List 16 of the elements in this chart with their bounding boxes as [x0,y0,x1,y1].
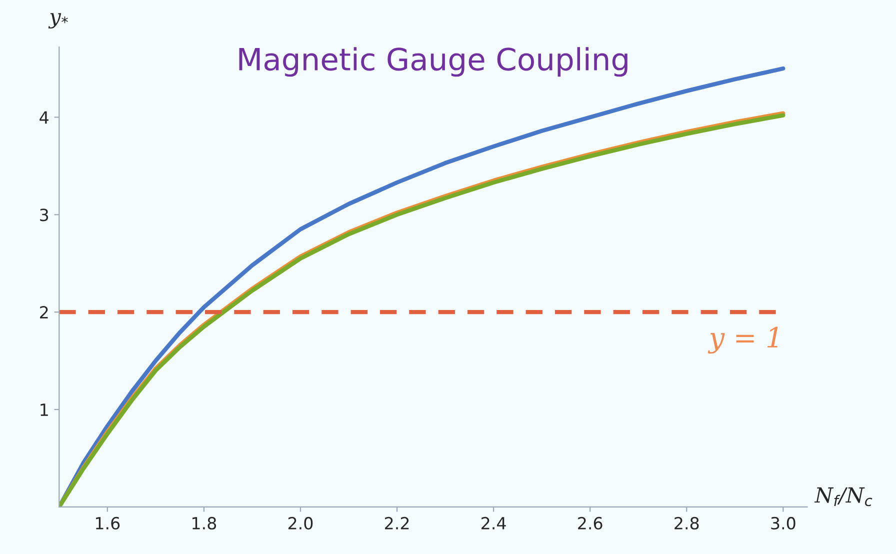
y-tick-label: 4 [40,111,48,124]
x-tick-label: 3.0 [771,516,796,530]
y-tick-label: 2 [40,306,48,318]
x-axis-title: N$_{f}$/N$_{c}$ [814,487,872,506]
x-tick-label: 1.6 [96,516,120,530]
y-tick-label: 1 [40,404,48,416]
annotation: y = 1 [708,326,778,354]
x-tick-label: 2.2 [384,516,409,530]
y-axis-title: y$_{*}$ [48,13,68,29]
x-tick-label: 2.4 [482,516,506,530]
x-tick-label: 2.6 [578,516,602,530]
chart-title: Magnetic Gauge Coupling [239,47,628,77]
x-tick-label: 2.8 [674,516,699,530]
x-tick-label: 1.8 [192,516,216,530]
x-tick-label: 2.0 [288,516,313,530]
y-tick-label: 3 [40,208,48,222]
